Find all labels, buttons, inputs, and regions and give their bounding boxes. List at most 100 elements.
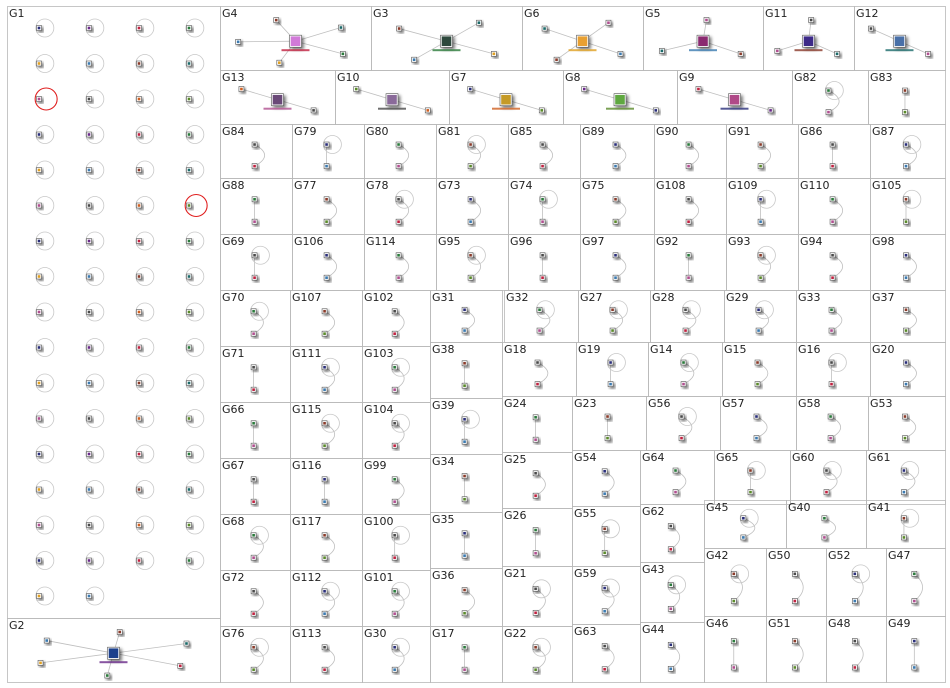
graph-node[interactable]: [601, 643, 608, 649]
graph-node[interactable]: [667, 605, 674, 612]
graph-node[interactable]: [903, 306, 909, 313]
graph-node[interactable]: [828, 306, 835, 313]
graph-node[interactable]: [461, 610, 468, 617]
graph-node[interactable]: [36, 202, 42, 209]
hub-node[interactable]: [440, 34, 453, 48]
graph-node[interactable]: [791, 638, 798, 644]
graph-node[interactable]: [250, 420, 257, 427]
graph-node[interactable]: [609, 306, 616, 313]
graph-node[interactable]: [532, 609, 539, 616]
graph-node[interactable]: [685, 196, 692, 203]
graph-node[interactable]: [395, 196, 402, 203]
graph-node[interactable]: [276, 59, 283, 66]
graph-node[interactable]: [391, 364, 398, 371]
graph-node[interactable]: [534, 359, 541, 366]
graph-node[interactable]: [136, 167, 142, 173]
graph-node[interactable]: [829, 252, 836, 259]
graph-node[interactable]: [740, 534, 747, 541]
graph-node[interactable]: [104, 672, 111, 679]
graph-node[interactable]: [851, 598, 858, 604]
graph-node[interactable]: [461, 473, 468, 479]
graph-node[interactable]: [868, 25, 874, 32]
graph-node[interactable]: [911, 664, 918, 671]
graph-node[interactable]: [901, 534, 907, 541]
graph-node[interactable]: [310, 107, 317, 114]
graph-node[interactable]: [36, 25, 42, 31]
graph-node[interactable]: [539, 196, 546, 203]
graph-node[interactable]: [136, 557, 142, 564]
graph-node[interactable]: [36, 593, 42, 599]
graph-node[interactable]: [823, 467, 830, 474]
graph-node[interactable]: [612, 252, 619, 259]
graph-node[interactable]: [536, 327, 543, 334]
graph-node[interactable]: [250, 386, 257, 393]
graph-node[interactable]: [903, 359, 909, 366]
graph-node[interactable]: [532, 470, 539, 477]
graph-node[interactable]: [911, 638, 918, 644]
graph-node[interactable]: [652, 107, 659, 114]
graph-node[interactable]: [757, 141, 764, 148]
graph-node[interactable]: [86, 451, 92, 457]
graph-node[interactable]: [136, 131, 142, 138]
graph-node[interactable]: [338, 24, 344, 31]
graph-node[interactable]: [685, 141, 692, 148]
graph-node[interactable]: [391, 554, 398, 561]
graph-node[interactable]: [601, 549, 608, 556]
graph-node[interactable]: [116, 629, 123, 635]
graph-node[interactable]: [601, 525, 608, 532]
graph-node[interactable]: [86, 238, 92, 244]
graph-node[interactable]: [321, 420, 328, 427]
graph-node[interactable]: [667, 641, 674, 648]
graph-node[interactable]: [902, 87, 908, 94]
graph-node[interactable]: [36, 273, 42, 280]
graph-node[interactable]: [612, 163, 619, 169]
graph-node[interactable]: [901, 489, 907, 495]
graph-node[interactable]: [136, 486, 142, 493]
graph-node[interactable]: [395, 218, 402, 225]
graph-node[interactable]: [538, 107, 545, 114]
graph-node[interactable]: [36, 309, 42, 315]
graph-node[interactable]: [186, 273, 192, 280]
graph-node[interactable]: [321, 554, 328, 561]
graph-node[interactable]: [539, 141, 546, 148]
graph-node[interactable]: [321, 442, 328, 449]
graph-node[interactable]: [250, 476, 257, 483]
graph-node[interactable]: [612, 141, 619, 148]
graph-node[interactable]: [391, 442, 398, 449]
graph-node[interactable]: [136, 380, 142, 386]
graph-node[interactable]: [424, 107, 431, 114]
graph-node[interactable]: [825, 87, 832, 94]
graph-node[interactable]: [36, 96, 42, 102]
graph-node[interactable]: [539, 252, 546, 259]
graph-node[interactable]: [737, 51, 744, 57]
graph-node[interactable]: [601, 608, 608, 615]
graph-node[interactable]: [903, 381, 909, 387]
graph-node[interactable]: [903, 252, 909, 259]
graph-node[interactable]: [86, 25, 92, 31]
graph-node[interactable]: [601, 468, 608, 475]
graph-node[interactable]: [321, 666, 328, 673]
graph-node[interactable]: [678, 413, 685, 420]
graph-node[interactable]: [395, 141, 402, 148]
graph-node[interactable]: [86, 522, 92, 528]
graph-node[interactable]: [612, 218, 619, 225]
graph-node[interactable]: [273, 17, 280, 23]
graph-node[interactable]: [821, 515, 828, 522]
graph-node[interactable]: [747, 489, 754, 495]
graph-node[interactable]: [682, 327, 689, 334]
graph-node[interactable]: [250, 666, 257, 673]
graph-node[interactable]: [36, 486, 42, 493]
graph-node[interactable]: [829, 196, 836, 203]
graph-node[interactable]: [667, 665, 674, 672]
graph-node[interactable]: [391, 476, 398, 483]
graph-node[interactable]: [757, 196, 764, 203]
graph-node[interactable]: [235, 39, 241, 45]
graph-node[interactable]: [747, 467, 754, 474]
graph-node[interactable]: [86, 167, 92, 173]
graph-node[interactable]: [391, 420, 398, 427]
graph-node[interactable]: [183, 640, 190, 647]
hub-node[interactable]: [613, 93, 627, 106]
graph-node[interactable]: [604, 413, 611, 420]
graph-node[interactable]: [461, 587, 468, 593]
graph-node[interactable]: [36, 344, 42, 351]
